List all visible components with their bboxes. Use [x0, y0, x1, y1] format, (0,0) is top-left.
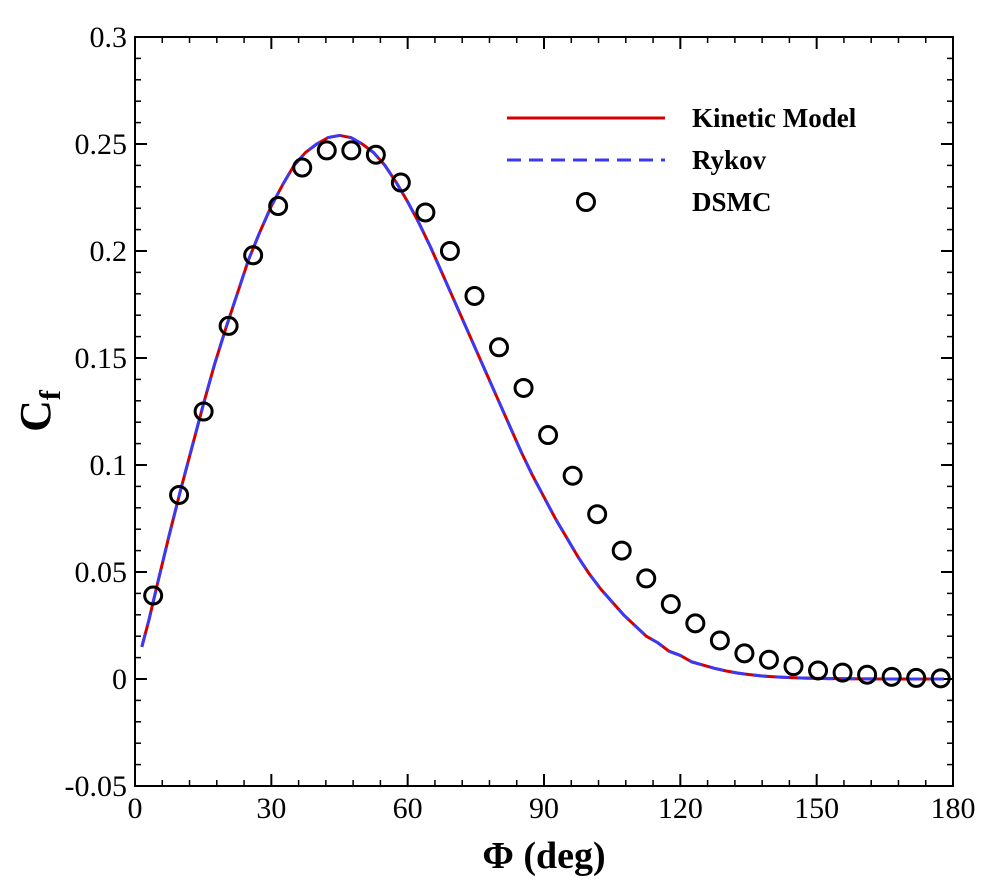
x-tick-label: 180: [931, 792, 976, 825]
dsmc-point: [881, 666, 902, 687]
dsmc-point: [930, 668, 951, 689]
dsmc-point: [709, 630, 730, 651]
y-axis-title-subscript: f: [34, 389, 67, 400]
dsmc-point: [218, 315, 239, 336]
dsmc-point: [365, 144, 386, 165]
dsmc-point: [832, 662, 853, 683]
x-tick-label: 0: [128, 792, 143, 825]
dsmc-point: [685, 613, 706, 634]
y-tick-label: 0.25: [75, 128, 128, 161]
dsmc-point: [611, 540, 632, 561]
dsmc-point: [268, 196, 289, 217]
dsmc-point: [243, 245, 264, 266]
dsmc-point: [513, 377, 534, 398]
y-tick-label: 0.15: [75, 342, 128, 375]
dsmc-point: [415, 202, 436, 223]
dsmc-point: [464, 285, 485, 306]
x-axis-title: Φ (deg): [482, 835, 605, 877]
dsmc-point: [734, 643, 755, 664]
dsmc-point: [906, 667, 927, 688]
y-axis-title-main: C: [11, 400, 60, 432]
dsmc-point: [169, 484, 190, 505]
dsmc-point: [783, 656, 804, 677]
dsmc-point: [857, 664, 878, 685]
legend-kinetic-model-label: Kinetic Model: [692, 103, 857, 133]
y-tick-label: 0.2: [90, 235, 128, 268]
x-tick-label: 120: [658, 792, 703, 825]
series-layer: [140, 133, 951, 689]
legend-dsmc-marker: [576, 192, 596, 212]
legend-dsmc-label: DSMC: [692, 187, 772, 217]
y-tick-label: 0.05: [75, 556, 128, 589]
dsmc-point: [193, 401, 214, 422]
dsmc-point: [341, 140, 362, 161]
dsmc-point: [660, 594, 681, 615]
x-tick-label: 30: [256, 792, 286, 825]
plot-frame: [134, 36, 954, 787]
dsmc-point: [758, 649, 779, 670]
y-tick-label: 0: [112, 663, 127, 696]
dsmc-point: [562, 465, 583, 486]
series-dsmc: [143, 140, 951, 689]
legend-rykov-label: Rykov: [692, 145, 767, 175]
dsmc-point: [808, 660, 829, 681]
legend: Kinetic Model Rykov DSMC: [507, 103, 857, 217]
y-axis-title: Cf: [11, 389, 67, 432]
dsmc-point: [587, 504, 608, 525]
x-tick-label: 90: [529, 792, 559, 825]
y-tick-label: 0.1: [90, 449, 128, 482]
dsmc-point: [636, 568, 657, 589]
dsmc-point: [316, 140, 337, 161]
y-tick-label: -0.05: [65, 770, 128, 803]
x-tick-label: 60: [393, 792, 423, 825]
dsmc-point: [538, 425, 559, 446]
dsmc-point: [292, 157, 313, 178]
y-tick-label: 0.3: [90, 21, 128, 54]
series-rykov-line: [140, 133, 944, 681]
dsmc-point: [439, 241, 460, 261]
dsmc-point: [390, 172, 411, 193]
x-tick-label: 150: [794, 792, 839, 825]
dsmc-point: [489, 337, 510, 358]
dsmc-point: [143, 585, 164, 606]
